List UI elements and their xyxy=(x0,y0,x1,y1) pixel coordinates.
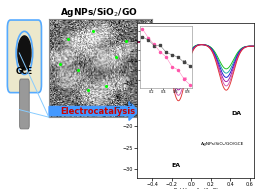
Point xyxy=(58,62,62,65)
X-axis label: E / V vs Ag/AgCl: E / V vs Ag/AgCl xyxy=(174,188,218,189)
Text: EA: EA xyxy=(172,163,181,168)
Point xyxy=(90,30,95,33)
Point xyxy=(104,85,108,88)
Text: AgNPs/SiO$_2$/GO: AgNPs/SiO$_2$/GO xyxy=(60,6,138,19)
Text: AgNPs/SiO₂/GO/GCE: AgNPs/SiO₂/GO/GCE xyxy=(201,142,244,146)
FancyBboxPatch shape xyxy=(20,79,29,129)
Y-axis label: I / μA: I / μA xyxy=(117,93,122,107)
Text: DA: DA xyxy=(231,111,241,116)
Point xyxy=(86,89,90,92)
Point xyxy=(76,69,80,72)
Text: Electrocatalysis: Electrocatalysis xyxy=(60,107,135,115)
Point xyxy=(114,55,118,58)
FancyBboxPatch shape xyxy=(7,20,41,93)
Point xyxy=(124,40,128,43)
FancyArrow shape xyxy=(49,102,139,120)
Circle shape xyxy=(18,36,31,70)
Point xyxy=(66,38,70,41)
Text: GCE: GCE xyxy=(16,67,33,76)
